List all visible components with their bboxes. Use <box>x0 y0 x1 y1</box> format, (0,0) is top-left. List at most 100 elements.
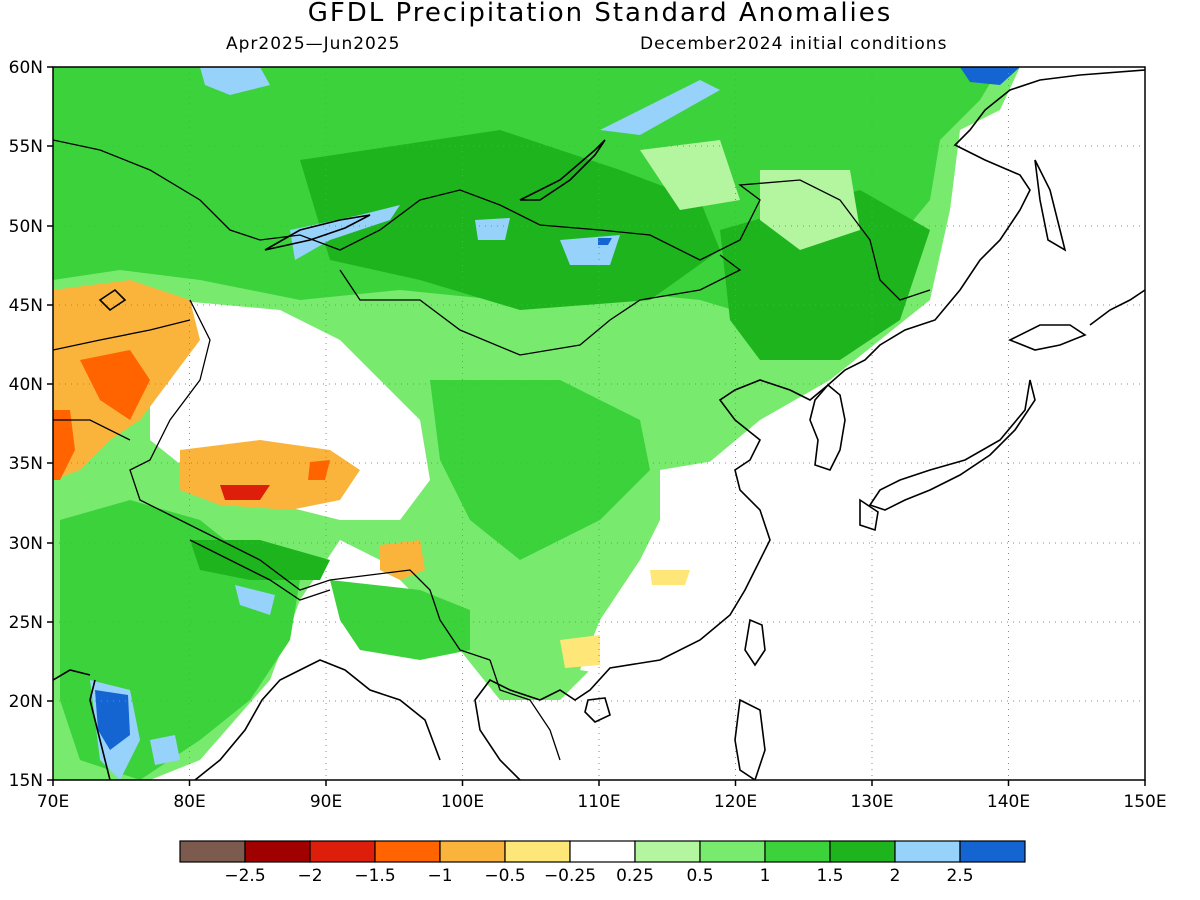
anomaly-area-mongolia-light <box>640 140 740 210</box>
colorbar-label: −0.25 <box>544 866 596 886</box>
anomaly-area-tibet-spot <box>308 460 330 480</box>
colorbar-swatch <box>699 840 766 863</box>
border-mongolia-china <box>339 254 742 356</box>
lon-label: 150E <box>1123 792 1166 812</box>
colorbar-label: 2.5 <box>946 866 973 886</box>
coastlines <box>53 69 1145 780</box>
coastline-bay-of-bengal <box>194 659 441 780</box>
coastline-korea <box>809 383 846 471</box>
coastline-hokkaido <box>1008 324 1087 351</box>
lake-balkhash <box>264 214 371 251</box>
coastline-kyushu <box>859 498 879 532</box>
colorbar-swatch <box>374 840 441 863</box>
coastline-taiwan <box>744 618 766 667</box>
anomaly-area-south-china-dry <box>560 635 600 668</box>
colorbar-swatch <box>179 840 246 863</box>
lon-label: 80E <box>173 792 205 812</box>
anomaly-area-india-wet-core <box>95 690 130 750</box>
lat-ticks <box>47 66 53 781</box>
lon-label: 110E <box>577 792 620 812</box>
lat-label: 20N <box>9 692 43 712</box>
colorbar-label: 1 <box>760 866 771 886</box>
lon-label: 120E <box>714 792 757 812</box>
colorbar-swatch <box>244 840 311 863</box>
anomaly-area-mongolia <box>300 130 720 310</box>
coastline-sakhalin <box>1034 159 1067 252</box>
colorbar-swatch <box>894 840 961 863</box>
anomaly-area-siberia-wet-2 <box>600 80 720 135</box>
national-borders <box>53 139 931 761</box>
lon-label: 130E <box>850 792 893 812</box>
colorbar-swatch <box>634 840 701 863</box>
colorbar-label: −2 <box>297 866 322 886</box>
colorbar-label: −0.5 <box>484 866 525 886</box>
anomaly-area-kazakh-core <box>80 350 150 420</box>
coastline-pakistan <box>53 669 91 681</box>
lat-labels: 60N 55N 50N 45N 40N 35N 30N 25N 20N 15N <box>9 58 43 791</box>
lat-label: 35N <box>9 454 43 474</box>
anomaly-area-mongolia-wet-core <box>598 238 612 245</box>
anomaly-field <box>53 67 1145 780</box>
colorbar-swatch <box>829 840 896 863</box>
coastline-hainan <box>584 697 611 723</box>
initial-conditions: December2024 initial conditions <box>640 34 948 54</box>
colorbar-label: −1.5 <box>354 866 395 886</box>
lat-label: 40N <box>9 375 43 395</box>
border-china-west <box>129 299 491 661</box>
anomaly-area-manchuria-light <box>760 170 860 250</box>
anomaly-area-india-spot <box>150 735 180 765</box>
colorbar-swatch <box>764 840 831 863</box>
lon-labels: 70E 80E 90E 100E 110E 120E 130E 140E 150… <box>37 792 1167 812</box>
coastline-honshu <box>868 379 1036 511</box>
lon-label: 70E <box>37 792 69 812</box>
coastline-indochina <box>474 678 541 780</box>
colorbar-label: 2 <box>890 866 901 886</box>
lat-label: 60N <box>9 58 43 78</box>
colorbar-label: −2.5 <box>224 866 265 886</box>
lat-label: 15N <box>9 771 43 791</box>
coastline-india-west <box>89 679 111 780</box>
border-russia-kazakh <box>53 139 931 301</box>
anomaly-area-southwest-china <box>330 580 470 660</box>
lon-label: 100E <box>441 792 484 812</box>
lat-label: 45N <box>9 296 43 316</box>
anomaly-area-tibet-core <box>220 485 270 500</box>
anomaly-area-kazakh-wet <box>290 205 400 260</box>
coastline-kurils <box>1089 289 1145 326</box>
lat-label: 55N <box>9 137 43 157</box>
colorbar-swatch <box>439 840 506 863</box>
anomaly-area-kazakh-edge <box>53 410 75 480</box>
lat-label: 25N <box>9 613 43 633</box>
colorbar-labels: −2.5 −2 −1.5 −1 −0.5 −0.25 0.25 0.5 1 1.5 2 2.5 <box>224 866 973 886</box>
colorbar-label: 1.5 <box>816 866 843 886</box>
anomaly-area-guangxi-dry <box>650 570 690 585</box>
colorbar-label: −1 <box>427 866 452 886</box>
anomaly-area-siberia-wet-1 <box>200 67 270 95</box>
colorbar-label: 0.25 <box>616 866 654 886</box>
anomaly-area-kamchatka-wet <box>960 67 1020 85</box>
forecast-period: Apr2025—Jun2025 <box>226 34 401 54</box>
lon-label: 140E <box>987 792 1030 812</box>
border-himalaya-south <box>189 539 331 601</box>
border-central-asia <box>53 319 191 351</box>
colorbar <box>179 840 1026 863</box>
map-title: GFDL Precipitation Standard Anomalies <box>307 0 893 28</box>
anomaly-area-yunnan-dry <box>380 540 425 580</box>
coastline-philippines <box>734 698 766 780</box>
coastline-aral <box>98 288 127 312</box>
colorbar-swatch <box>504 840 571 863</box>
colorbar-swatch <box>309 840 376 863</box>
colorbar-swatch <box>959 840 1026 863</box>
anomaly-area-central-china <box>430 380 650 560</box>
lat-label: 30N <box>9 534 43 554</box>
border-indochina <box>489 659 561 761</box>
colorbar-label: 0.5 <box>686 866 713 886</box>
lake-baikal <box>519 139 606 201</box>
lon-ticks <box>52 780 1146 786</box>
border-central-asia-south <box>53 419 131 441</box>
coastline-pacific <box>539 69 1145 701</box>
colorbar-swatch <box>569 840 636 863</box>
anomaly-area-manchuria <box>720 190 930 360</box>
anomaly-area-bay-of-bengal-wet <box>235 585 275 615</box>
